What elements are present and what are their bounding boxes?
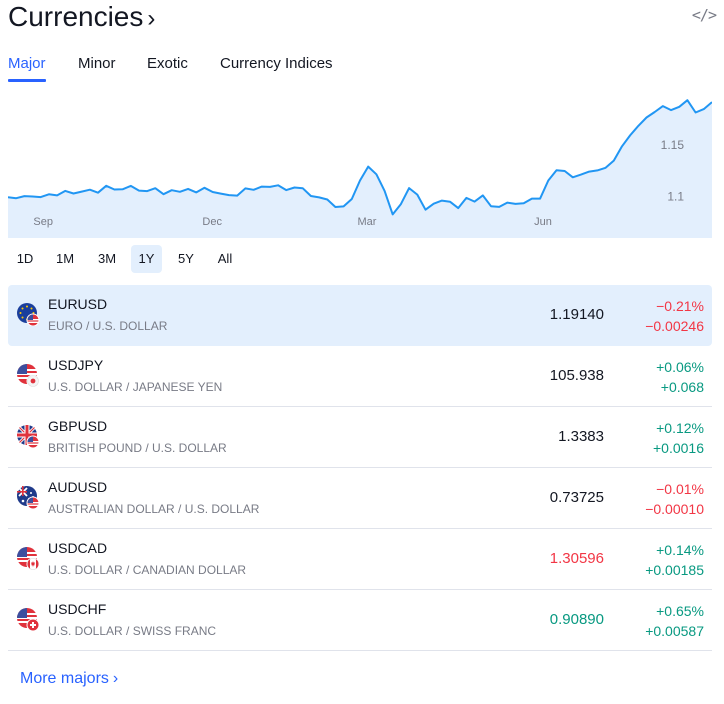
currency-list: EURUSD EURO / U.S. DOLLAR 1.19140 −0.21%… (8, 285, 712, 651)
range-1m-button[interactable]: 1M (55, 251, 75, 266)
change-absolute: +0.00185 (645, 562, 704, 578)
price-value: 1.3383 (558, 428, 604, 445)
chevron-right-icon: › (112, 670, 119, 687)
change-absolute: +0.068 (660, 379, 704, 395)
range-5y-button[interactable]: 5Y (178, 251, 194, 266)
gb-us-flag-icon (17, 425, 40, 448)
price-chart-svg: 1.15 1.1 Sep Dec Mar Jun (8, 88, 712, 238)
range-1y-button[interactable]: 1Y (131, 245, 162, 273)
us-jp-flag-icon (17, 364, 40, 387)
symbol-description: EURO / U.S. DOLLAR (48, 319, 168, 333)
range-1d-button[interactable]: 1D (16, 251, 34, 266)
tab-currency-indices[interactable]: Currency Indices (220, 55, 333, 72)
chevron-right-icon: › (147, 5, 156, 32)
change-percent: +0.12% (656, 420, 704, 436)
symbol-description: BRITISH POUND / U.S. DOLLAR (48, 441, 227, 455)
tab-minor[interactable]: Minor (78, 55, 116, 72)
chart-series-line (8, 99, 712, 216)
y-tick-label: 1.1 (667, 190, 684, 204)
symbol-description: U.S. DOLLAR / SWISS FRANC (48, 624, 217, 638)
symbol-label: EURUSD (48, 296, 108, 312)
change-percent: +0.65% (656, 603, 704, 619)
change-percent: +0.14% (656, 542, 704, 558)
symbol-description: AUSTRALIAN DOLLAR / U.S. DOLLAR (48, 502, 260, 516)
us-ch-flag-icon (17, 608, 40, 631)
change-absolute: −0.00010 (645, 501, 704, 517)
more-majors-label: More majors (20, 670, 109, 687)
tab-exotic[interactable]: Exotic (147, 55, 188, 72)
currency-row-eurusd[interactable]: EURUSD EURO / U.S. DOLLAR 1.19140 −0.21%… (8, 285, 712, 346)
currency-row-audusd[interactable]: AUDUSD AUSTRALIAN DOLLAR / U.S. DOLLAR 0… (8, 468, 712, 529)
page-title-link[interactable]: Currencies › (8, 0, 155, 36)
symbol-label: USDCHF (48, 601, 107, 617)
y-tick-label: 1.15 (661, 138, 685, 152)
currency-row-usdchf[interactable]: USDCHF U.S. DOLLAR / SWISS FRANC 0.90890… (8, 590, 712, 651)
page-header: Currencies › </> (8, 0, 717, 36)
change-percent: −0.01% (656, 481, 704, 497)
x-tick-label: Jun (534, 216, 552, 228)
currency-row-usdjpy[interactable]: USDJPY U.S. DOLLAR / JAPANESE YEN 105.93… (8, 346, 712, 407)
x-tick-label: Mar (358, 216, 377, 228)
symbol-description: U.S. DOLLAR / CANADIAN DOLLAR (48, 563, 247, 577)
au-us-flag-icon (17, 486, 40, 509)
price-value: 105.938 (549, 367, 604, 384)
change-absolute: −0.00246 (645, 318, 704, 334)
page-title: Currencies (8, 1, 144, 32)
x-tick-label: Sep (33, 216, 53, 228)
eu-flag-icon (17, 303, 40, 326)
us-ca-flag-icon (17, 547, 40, 570)
change-absolute: +0.0016 (653, 440, 704, 456)
price-chart[interactable]: 1.15 1.1 Sep Dec Mar Jun (8, 88, 712, 238)
price-value: 1.30596 (549, 550, 604, 567)
symbol-label: AUDUSD (48, 479, 108, 495)
change-absolute: +0.00587 (645, 623, 704, 639)
currency-row-gbpusd[interactable]: GBPUSD BRITISH POUND / U.S. DOLLAR 1.338… (8, 407, 712, 468)
chart-area-fill (8, 100, 712, 238)
change-percent: −0.21% (656, 298, 704, 314)
symbol-description: U.S. DOLLAR / JAPANESE YEN (48, 380, 223, 394)
range-3m-button[interactable]: 3M (97, 251, 117, 266)
symbol-label: USDCAD (48, 540, 108, 556)
price-value: 0.90890 (549, 611, 604, 628)
tab-major[interactable]: Major (8, 52, 46, 82)
x-tick-label: Dec (202, 216, 222, 228)
currency-row-usdcad[interactable]: USDCAD U.S. DOLLAR / CANADIAN DOLLAR 1.3… (8, 529, 712, 590)
symbol-label: USDJPY (48, 357, 104, 373)
symbol-label: GBPUSD (48, 418, 108, 434)
code-icon[interactable]: </> (691, 6, 717, 24)
price-value: 1.19140 (549, 306, 604, 323)
range-all-button[interactable]: All (217, 251, 233, 266)
more-majors-link[interactable]: More majors › (20, 669, 118, 689)
price-value: 0.73725 (549, 489, 604, 506)
change-percent: +0.06% (656, 359, 704, 375)
